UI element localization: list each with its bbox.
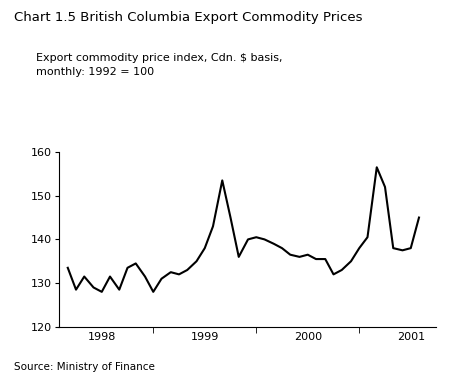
Text: Export commodity price index, Cdn. $ basis,
monthly: 1992 = 100: Export commodity price index, Cdn. $ bas… [36,53,283,77]
Text: Source: Ministry of Finance: Source: Ministry of Finance [14,363,154,372]
Text: Chart 1.5 British Columbia Export Commodity Prices: Chart 1.5 British Columbia Export Commod… [14,11,362,24]
